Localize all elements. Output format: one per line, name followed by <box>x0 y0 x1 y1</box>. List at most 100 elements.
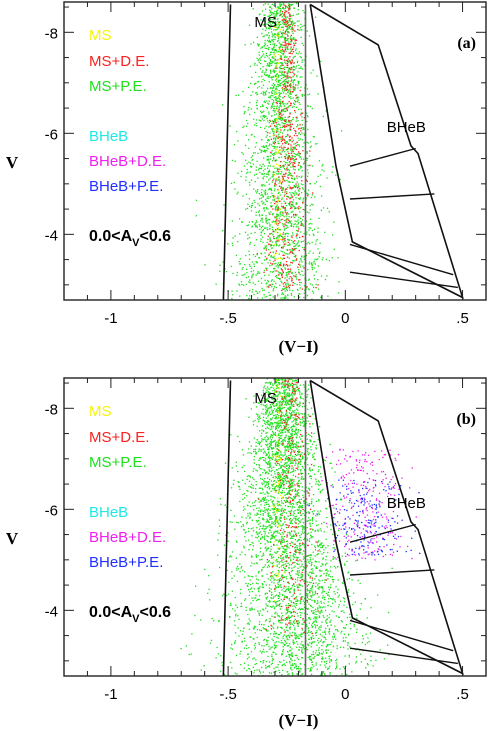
scatter-point <box>317 288 320 290</box>
scatter-point <box>273 254 275 256</box>
scatter-point <box>266 193 268 195</box>
scatter-point <box>229 555 231 557</box>
scatter-point <box>297 84 299 86</box>
scatter-point <box>275 75 277 77</box>
scatter-point <box>266 65 268 67</box>
scatter-point <box>262 236 264 238</box>
scatter-point <box>274 551 276 553</box>
scatter-point <box>266 639 268 641</box>
scatter-point <box>238 486 241 488</box>
scatter-point <box>271 12 273 14</box>
scatter-point <box>330 524 332 526</box>
scatter-point <box>299 545 301 547</box>
scatter-point <box>258 169 260 171</box>
scatter-point <box>301 256 303 258</box>
scatter-point <box>266 150 268 152</box>
scatter-point <box>266 55 269 57</box>
scatter-point <box>303 232 305 235</box>
scatter-point <box>264 509 266 511</box>
scatter-point <box>263 448 265 450</box>
scatter-point <box>276 127 278 130</box>
scatter-point <box>271 213 273 215</box>
scatter-point <box>280 466 282 469</box>
scatter-point <box>292 403 295 406</box>
scatter-point <box>270 244 272 246</box>
scatter-point <box>270 12 272 14</box>
scatter-point <box>261 104 264 106</box>
scatter-point <box>301 170 303 172</box>
scatter-point <box>277 209 279 211</box>
scatter-point <box>266 509 269 512</box>
scatter-point <box>283 165 285 167</box>
scatter-point <box>274 10 276 13</box>
scatter-point <box>308 644 310 647</box>
scatter-point <box>319 466 322 468</box>
scatter-point <box>300 560 303 563</box>
scatter-point <box>299 153 301 155</box>
scatter-point <box>305 647 307 649</box>
scatter-point <box>274 33 276 35</box>
scatter-point <box>307 105 309 107</box>
scatter-point <box>326 660 328 662</box>
scatter-point <box>331 171 333 173</box>
scatter-point <box>289 276 291 278</box>
scatter-point <box>257 402 259 404</box>
scatter-point <box>283 66 286 68</box>
scatter-point <box>266 63 269 65</box>
scatter-point <box>267 3 269 5</box>
scatter-point <box>293 89 295 91</box>
scatter-point <box>246 271 248 274</box>
scatter-point <box>315 181 317 183</box>
scatter-point <box>297 549 300 551</box>
scatter-point <box>278 98 280 100</box>
scatter-point <box>303 648 306 650</box>
scatter-point <box>305 84 307 86</box>
scatter-point <box>283 24 285 26</box>
scatter-point <box>281 117 284 119</box>
scatter-point <box>290 649 292 651</box>
scatter-point <box>286 191 288 193</box>
scatter-point <box>264 502 266 504</box>
scatter-point <box>273 523 275 526</box>
scatter-point <box>284 505 287 507</box>
scatter-point <box>292 76 294 78</box>
scatter-point <box>316 75 318 77</box>
scatter-point <box>211 617 213 620</box>
scatter-point <box>291 106 293 108</box>
scatter-point <box>340 620 343 622</box>
scatter-point <box>275 48 277 51</box>
scatter-point <box>260 47 262 49</box>
scatter-point <box>293 7 295 9</box>
scatter-point <box>253 118 255 120</box>
scatter-point <box>292 29 294 31</box>
scatter-point <box>284 385 287 387</box>
region-label-bheb: BHeB <box>387 119 426 136</box>
scatter-point <box>290 96 292 98</box>
scatter-point <box>322 641 324 643</box>
scatter-point <box>314 441 316 443</box>
scatter-point <box>263 510 265 513</box>
scatter-point <box>269 20 271 23</box>
scatter-point <box>279 29 281 31</box>
scatter-point <box>296 278 298 280</box>
scatter-point <box>306 512 308 514</box>
scatter-point <box>278 415 280 417</box>
scatter-point <box>248 258 251 260</box>
scatter-point <box>290 415 292 417</box>
scatter-point <box>275 179 277 181</box>
scatter-point <box>312 594 314 596</box>
scatter-point <box>292 97 294 99</box>
scatter-point <box>277 442 280 445</box>
scatter-point <box>267 172 269 174</box>
scatter-point <box>286 212 288 214</box>
scatter-point <box>242 195 244 197</box>
scatter-point <box>290 4 293 6</box>
scatter-point <box>252 254 255 256</box>
scatter-point <box>245 531 247 533</box>
scatter-point <box>279 102 281 104</box>
scatter-point <box>286 609 288 611</box>
scatter-point <box>280 45 282 47</box>
scatter-point <box>324 231 326 233</box>
scatter-point <box>280 491 282 494</box>
scatter-point <box>248 668 251 670</box>
